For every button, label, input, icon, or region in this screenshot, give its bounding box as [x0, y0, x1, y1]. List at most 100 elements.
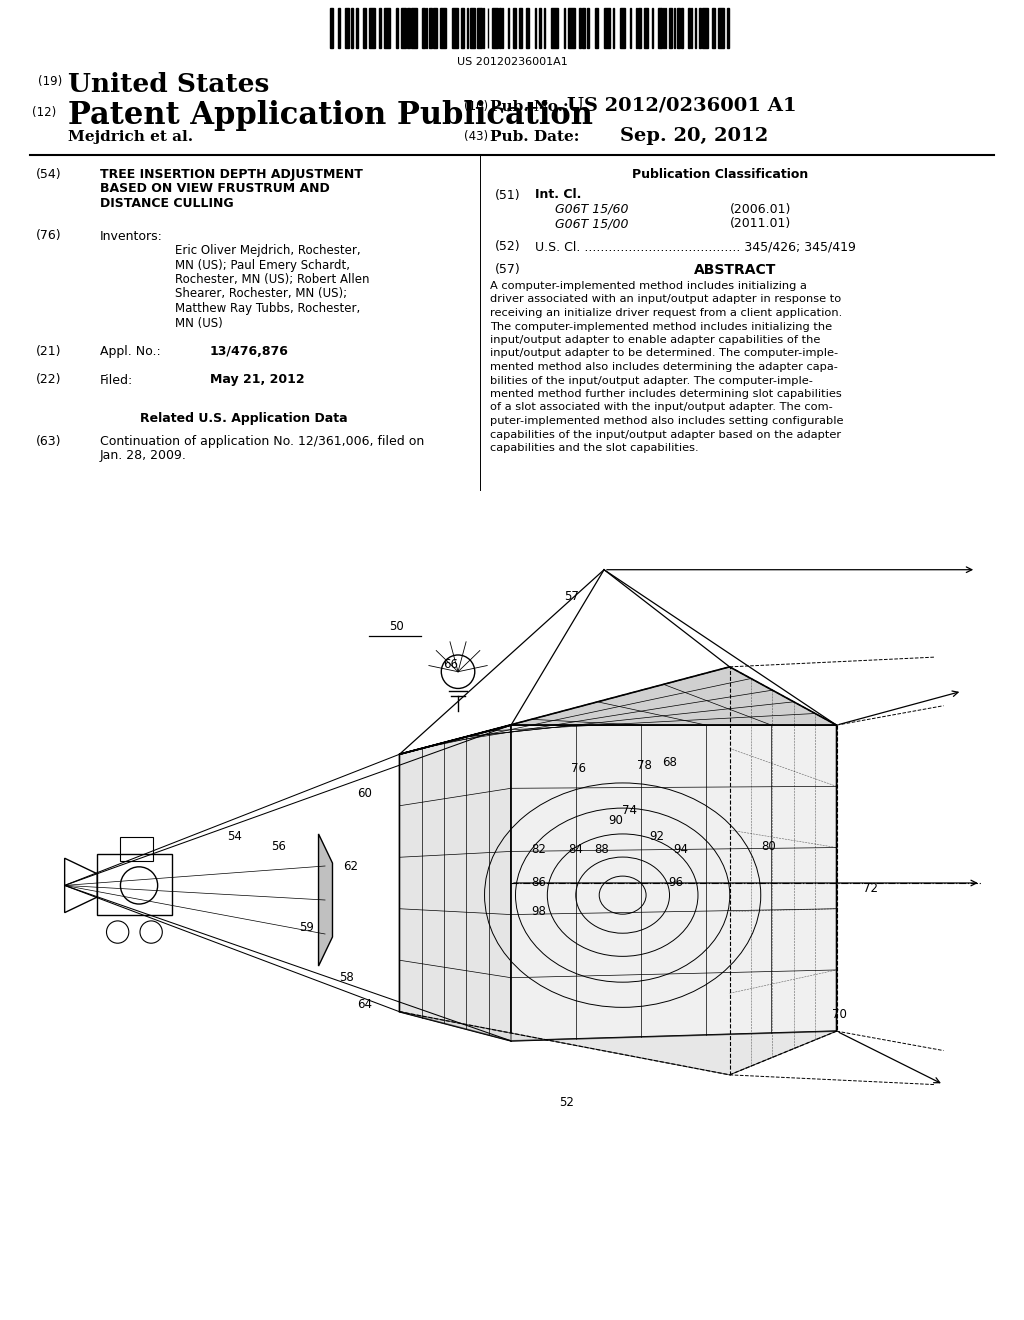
- Text: Pub. No.:: Pub. No.:: [490, 100, 568, 114]
- Bar: [330, 8, 333, 48]
- Text: 76: 76: [571, 763, 587, 775]
- Text: 68: 68: [662, 755, 677, 768]
- Text: 56: 56: [271, 840, 286, 853]
- Text: 88: 88: [594, 843, 608, 855]
- Text: 57: 57: [564, 590, 579, 603]
- Text: 64: 64: [357, 998, 373, 1011]
- Text: 82: 82: [531, 843, 547, 855]
- Bar: [401, 8, 406, 48]
- Text: Patent Application Publication: Patent Application Publication: [68, 100, 593, 131]
- Bar: [638, 8, 641, 48]
- Text: G06T 15/60: G06T 15/60: [555, 203, 629, 216]
- Bar: [369, 8, 375, 48]
- Bar: [580, 8, 581, 48]
- Bar: [701, 8, 708, 48]
- Bar: [429, 8, 432, 48]
- Bar: [699, 8, 700, 48]
- Text: BASED ON VIEW FRUSTRUM AND: BASED ON VIEW FRUSTRUM AND: [100, 182, 330, 195]
- Text: 52: 52: [559, 1096, 574, 1109]
- Bar: [727, 8, 729, 48]
- Bar: [587, 8, 589, 48]
- Text: (21): (21): [36, 345, 61, 358]
- Bar: [412, 8, 418, 48]
- Bar: [492, 8, 498, 48]
- Text: A computer-implemented method includes initializing a: A computer-implemented method includes i…: [490, 281, 807, 290]
- Polygon shape: [318, 834, 333, 966]
- Bar: [513, 8, 516, 48]
- Bar: [669, 8, 672, 48]
- Text: driver associated with an input/output adapter in response to: driver associated with an input/output a…: [490, 294, 842, 305]
- Bar: [508, 8, 510, 48]
- Text: 98: 98: [531, 906, 547, 919]
- Text: 78: 78: [637, 759, 651, 772]
- Bar: [461, 8, 464, 48]
- Text: 13/476,876: 13/476,876: [210, 345, 289, 358]
- Bar: [583, 8, 586, 48]
- Bar: [364, 8, 367, 48]
- Polygon shape: [399, 725, 511, 1041]
- Bar: [568, 8, 574, 48]
- Text: 94: 94: [674, 843, 689, 855]
- Text: capabilities of the input/output adapter based on the adapter: capabilities of the input/output adapter…: [490, 429, 841, 440]
- Text: The computer-implemented method includes initializing the: The computer-implemented method includes…: [490, 322, 833, 331]
- Bar: [657, 8, 663, 48]
- Text: puter-implemented method also includes setting configurable: puter-implemented method also includes s…: [490, 416, 844, 426]
- Text: 92: 92: [649, 830, 665, 843]
- Bar: [564, 8, 565, 48]
- Text: mented method also includes determining the adapter capa-: mented method also includes determining …: [490, 362, 838, 372]
- Bar: [718, 8, 724, 48]
- Text: (54): (54): [36, 168, 61, 181]
- Text: Related U.S. Application Data: Related U.S. Application Data: [140, 412, 347, 425]
- Bar: [500, 8, 501, 48]
- Bar: [688, 8, 689, 48]
- Text: DISTANCE CULLING: DISTANCE CULLING: [100, 197, 233, 210]
- Polygon shape: [399, 1011, 837, 1074]
- Bar: [644, 8, 647, 48]
- Bar: [544, 8, 546, 48]
- Bar: [681, 8, 683, 48]
- Text: Pub. Date:: Pub. Date:: [490, 129, 580, 144]
- Bar: [526, 8, 529, 48]
- Text: (22): (22): [36, 374, 61, 387]
- Bar: [380, 8, 381, 48]
- Text: 74: 74: [622, 804, 637, 817]
- Text: 80: 80: [761, 840, 776, 853]
- Text: (12): (12): [32, 106, 56, 119]
- Text: receiving an initialize driver request from a client application.: receiving an initialize driver request f…: [490, 308, 843, 318]
- Bar: [407, 8, 410, 48]
- Text: MN (US): MN (US): [175, 317, 223, 330]
- Text: US 2012/0236001 A1: US 2012/0236001 A1: [567, 96, 797, 115]
- Text: (76): (76): [36, 230, 61, 243]
- Bar: [595, 8, 598, 48]
- Polygon shape: [511, 725, 837, 1041]
- Text: 96: 96: [669, 876, 683, 888]
- Bar: [713, 8, 715, 48]
- Text: input/output adapter to be determined. The computer-imple-: input/output adapter to be determined. T…: [490, 348, 838, 359]
- Text: Publication Classification: Publication Classification: [632, 168, 808, 181]
- Bar: [396, 8, 398, 48]
- Text: (2006.01): (2006.01): [730, 203, 792, 216]
- Bar: [678, 8, 680, 48]
- Text: (51): (51): [495, 189, 520, 202]
- Bar: [539, 8, 541, 48]
- Bar: [433, 8, 436, 48]
- Text: (19): (19): [38, 75, 62, 88]
- Bar: [502, 8, 503, 48]
- Text: capabilities and the slot capabilities.: capabilities and the slot capabilities.: [490, 444, 698, 453]
- Text: May 21, 2012: May 21, 2012: [210, 374, 304, 387]
- Text: of a slot associated with the input/output adapter. The com-: of a slot associated with the input/outp…: [490, 403, 833, 412]
- Bar: [351, 8, 353, 48]
- Bar: [621, 8, 625, 48]
- Text: (10): (10): [464, 100, 488, 114]
- Text: Appl. No.:: Appl. No.:: [100, 345, 161, 358]
- Text: 66: 66: [443, 659, 458, 672]
- Text: TREE INSERTION DEPTH ADJUSTMENT: TREE INSERTION DEPTH ADJUSTMENT: [100, 168, 362, 181]
- Bar: [477, 8, 482, 48]
- Text: Int. Cl.: Int. Cl.: [535, 189, 582, 202]
- Text: Jan. 28, 2009.: Jan. 28, 2009.: [100, 449, 186, 462]
- Text: Matthew Ray Tubbs, Rochester,: Matthew Ray Tubbs, Rochester,: [175, 302, 360, 315]
- Text: 60: 60: [357, 787, 373, 800]
- Circle shape: [441, 655, 475, 689]
- Text: Sep. 20, 2012: Sep. 20, 2012: [620, 127, 768, 145]
- Text: (2011.01): (2011.01): [730, 218, 792, 231]
